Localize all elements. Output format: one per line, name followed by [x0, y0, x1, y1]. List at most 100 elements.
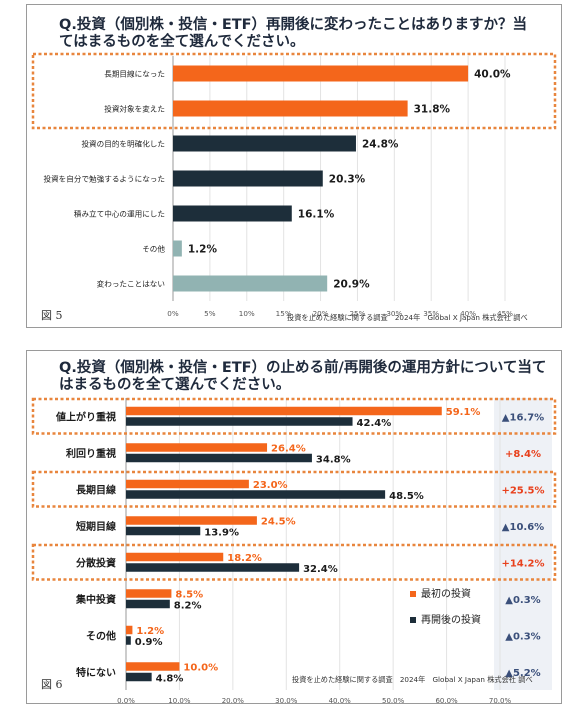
category-label: 長期目線 [76, 483, 116, 496]
x-tick-label: 45% [497, 309, 513, 318]
x-tick-label: 30.0% [275, 697, 298, 705]
category-label: その他 [86, 629, 116, 642]
data-label-first: 1.2% [136, 626, 164, 637]
category-label: 値上がり重視 [55, 410, 116, 423]
data-label: 20.3% [329, 174, 366, 186]
highlight-box [31, 397, 557, 435]
bar-first-investment [126, 589, 172, 598]
data-label: 1.2% [188, 244, 218, 256]
chart-title: Q.投資（個別株・投信・ETF）の止める前/再開後の運用方針について当てはまるも… [59, 360, 547, 393]
difference-label: +25.5% [501, 485, 544, 496]
data-label-first: 26.4% [271, 443, 306, 454]
x-tick-label: 25% [349, 309, 365, 318]
bar-first-investment [126, 552, 224, 562]
chart-fig6-svg: 0.0% 10.0% 20.0% 30.0% 40.0% 50.0% 60.0% 70.0% 5… [31, 397, 557, 705]
difference-label: ▲10.6% [502, 522, 544, 533]
category-label: その他 [142, 244, 165, 254]
category-label: 投資を自分で勉強するようになった [44, 174, 166, 184]
data-label-first: 59.1% [446, 407, 481, 418]
x-tick-label: 20.0% [222, 697, 245, 705]
category-label: 分散投資 [76, 556, 116, 569]
bar-restart-investment [126, 526, 201, 536]
difference-label: ▲0.3% [505, 631, 540, 642]
category-label: 集中投資 [75, 593, 116, 606]
figure-label: 図 5 [41, 309, 63, 322]
bar [173, 135, 356, 152]
difference-label: +8.4% [505, 449, 541, 460]
x-tick-label: 70.0% [489, 697, 512, 705]
data-label-restart: 0.9% [135, 637, 163, 648]
source-note: 投資を止めた経験に関する調査 2024年 Global X Japan 株式会社… [292, 675, 533, 684]
bar [173, 170, 323, 187]
data-label-restart: 32.4% [303, 564, 338, 575]
x-tick-label: 50.0% [382, 697, 405, 705]
bar-first-investment [126, 443, 268, 452]
source-note: 投資を止めた経験に関する調査 2024年 Global X Japan 株式会社… [287, 313, 528, 322]
data-label: 31.8% [414, 104, 451, 116]
x-tick-label: 0.0% [117, 697, 135, 705]
figure-label: 図 6 [41, 678, 63, 691]
difference-label: ▲0.3% [505, 595, 540, 606]
bar-first-investment [126, 662, 180, 671]
x-tick-label: 30% [386, 309, 402, 318]
data-label-restart: 48.5% [389, 491, 424, 502]
x-tick-label: 40.0% [329, 697, 352, 705]
bar-restart-investment [126, 490, 386, 499]
legend-item-first: 最初の投資 [410, 585, 471, 600]
x-tick-label: 10.0% [168, 697, 191, 705]
category-label: 特にない [76, 666, 116, 679]
bar-restart-investment [126, 672, 152, 682]
data-label-first: 8.5% [175, 589, 203, 600]
bar-restart-investment [126, 453, 312, 463]
difference-label: +14.2% [501, 558, 544, 569]
data-label: 16.1% [298, 209, 335, 221]
data-label-restart: 42.4% [357, 418, 392, 429]
x-tick-label: 0% [167, 309, 179, 318]
chart-title: Q.投資（個別株・投信・ETF）再開後に変わったことはありますか？当てはまるもの… [59, 17, 528, 50]
bar-restart-investment [126, 563, 300, 572]
data-label-restart: 8.2% [174, 600, 202, 611]
x-tick-label: 5% [204, 309, 216, 318]
data-label-first: 24.5% [261, 516, 296, 527]
legend-swatch [410, 617, 416, 623]
bar-restart-investment [126, 599, 170, 609]
category-label: 積み立て中心の運用にした [74, 209, 165, 219]
bar [173, 100, 408, 117]
difference-label: ▲16.7% [502, 412, 544, 423]
x-tick-label: 60.0% [435, 697, 458, 705]
bar-first-investment [126, 516, 257, 525]
x-tick-label: 15% [276, 309, 292, 318]
category-label: 投資対象を変えた [104, 104, 165, 114]
data-label-restart: 13.9% [204, 527, 239, 538]
bar-restart-investment [126, 636, 131, 645]
highlight-box [31, 52, 557, 130]
legend-label: 再開後の投資 [421, 615, 481, 626]
data-label-restart: 34.8% [316, 454, 351, 465]
data-label-first: 18.2% [227, 553, 262, 564]
category-label: 投資の目的を明確化した [81, 139, 165, 149]
data-label-first: 10.0% [183, 662, 218, 673]
category-label: 変わったことはない [97, 279, 165, 289]
category-label: 短期目線 [76, 520, 116, 533]
chart-fig5-svg: 0% 5% 10% 15% 20% 25% 30% 35% 40% 45% 長期目線になった 40.0… [31, 52, 557, 318]
x-tick-label: 35% [423, 309, 439, 318]
x-tick-label: 10% [239, 309, 255, 318]
bar-restart-investment [126, 417, 353, 426]
category-label: 長期目線になった [104, 69, 165, 79]
x-tick-label: 40% [460, 309, 476, 318]
chart-panel-fig6: Q.投資（個別株・投信・ETF）の止める前/再開後の運用方針について当てはまるも… [26, 350, 562, 705]
bar [173, 65, 469, 82]
bar [173, 275, 328, 292]
data-label: 40.0% [474, 69, 511, 81]
x-tick-label: 20% [313, 309, 329, 318]
data-label: 20.9% [333, 279, 370, 291]
highlight-box [31, 470, 557, 508]
data-label-restart: 4.8% [156, 673, 184, 684]
legend-swatch [410, 591, 416, 597]
bar-first-investment [126, 406, 442, 416]
bar-first-investment [126, 479, 249, 489]
chart-panel-fig5: Q.投資（個別株・投信・ETF）再開後に変わったことはありますか？当てはまるもの… [26, 4, 562, 328]
legend-label: 最初の投資 [421, 589, 471, 600]
bar-first-investment [126, 625, 133, 635]
data-label: 24.8% [362, 139, 399, 151]
